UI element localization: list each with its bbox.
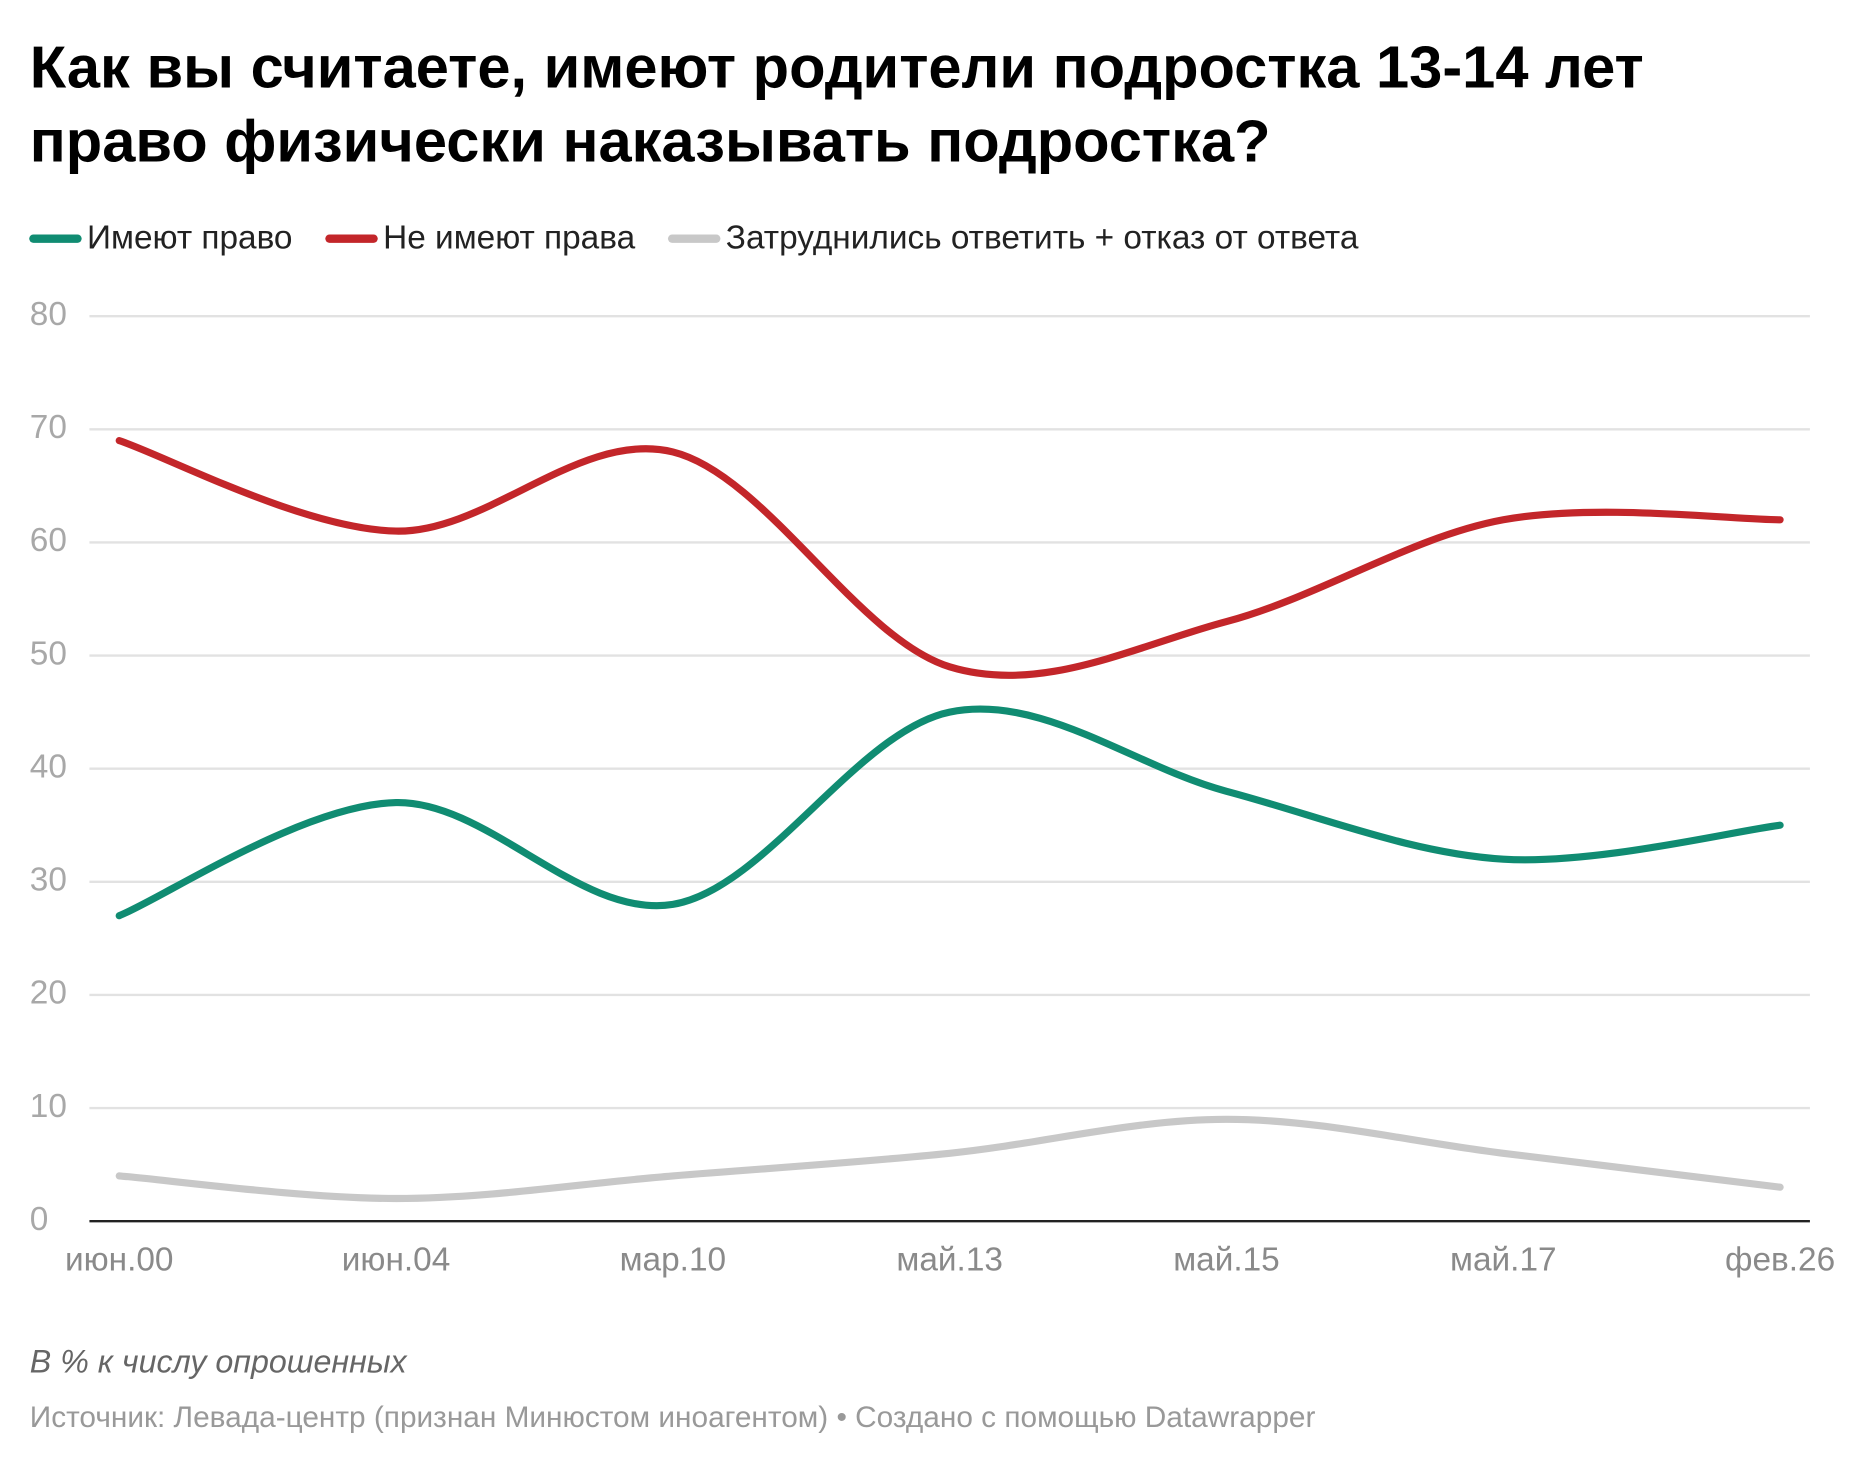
x-tick-label: фев.26 (1725, 1241, 1835, 1278)
y-tick-label: 10 (30, 1088, 67, 1125)
y-tick-label: 70 (30, 409, 67, 446)
legend-label: Затруднились ответить + отказ от ответа (726, 220, 1359, 257)
source: Источник: Левада-центр (признан Минюстом… (30, 1401, 1316, 1434)
y-tick-label: 20 (30, 975, 67, 1012)
y-tick-label: 40 (30, 748, 67, 785)
line (115, 437, 1784, 679)
line (115, 1115, 1784, 1203)
y-tick-label: 30 (30, 862, 67, 899)
x-tick-label: мар.10 (620, 1241, 726, 1278)
note: В % к числу опрошенных (30, 1344, 409, 1380)
y-tick-label: 50 (30, 635, 67, 672)
line (115, 705, 1784, 920)
x-tick-label: июн.00 (65, 1241, 174, 1278)
x-tick-label: май.17 (1450, 1241, 1557, 1278)
y-tick-label: 60 (30, 522, 67, 559)
y-tick-label: 80 (30, 296, 67, 333)
y-tick-label: 0 (30, 1201, 49, 1238)
x-tick-label: июн.04 (342, 1241, 451, 1278)
chart-title: Как вы считаете, имеют родители подростк… (30, 33, 1644, 100)
x-tick-label: май.13 (896, 1241, 1003, 1278)
chart-title: право физически наказывать подростка? (30, 107, 1271, 174)
legend-label: Не имеют права (383, 220, 635, 257)
x-tick-label: май.15 (1173, 1241, 1280, 1278)
legend-label: Имеют право (87, 220, 292, 257)
